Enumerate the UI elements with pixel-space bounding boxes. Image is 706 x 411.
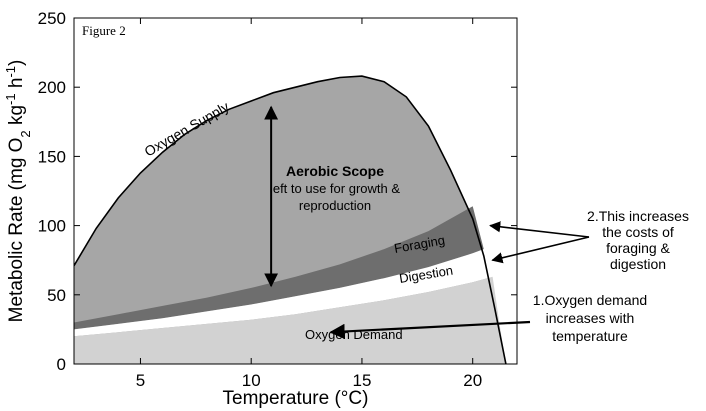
note-costs-arrow [491,236,590,264]
y-axis-label-part: 2 [18,130,33,137]
y-axis-label-part: Metabolic Rate (mg O [6,138,27,323]
note-costs: 2.This increases [587,208,689,224]
note-costs-arrow [489,221,590,238]
note-oxygen-demand: increases with [546,310,635,326]
x-axis-label: Temperature (°C) [223,388,369,409]
y-axis-label-part: -1 [3,93,18,105]
note-oxygen-demand: 1.Oxygen demand [533,292,647,308]
y-tick-label: 150 [38,147,66,166]
digestion-area [74,249,493,337]
y-tick-label: 100 [38,217,66,236]
aerobic-scope-title: Aerobic Scope [286,163,384,179]
y-tick-label: 200 [38,78,66,97]
foraging-area [74,206,484,330]
note-costs: foraging & [606,240,670,256]
y-tick-label: 0 [57,355,66,374]
y-axis-label-part: -1 [3,66,18,78]
x-tick-label: 5 [136,371,145,390]
x-tick-label: 15 [352,371,371,390]
note-oxygen-demand-arrow [329,320,531,340]
x-tick-label: 20 [463,371,482,390]
note-costs: the costs of [602,224,674,240]
y-axis-label-part: h [6,78,27,94]
y-tick-label: 250 [38,9,66,28]
note-oxygen-demand: temperature [552,328,628,344]
oxygen-supply-line [74,75,507,364]
x-tick-label: 10 [242,371,261,390]
figure-label: Figure 2 [82,23,126,38]
y-axis-label-part: kg [6,105,27,130]
aerobic-scope-text: reproduction [299,198,371,213]
oxygen-demand-area [74,276,506,364]
plot-frame [73,17,518,365]
y-axis-label-part: ) [6,60,27,66]
y-axis-label: Metabolic Rate (mg O2 kg-1 h-1) [3,60,33,323]
aerobic-scope-text: left to use for growth & [270,181,400,196]
y-tick-label: 50 [47,286,66,305]
note-costs: digestion [610,256,666,272]
